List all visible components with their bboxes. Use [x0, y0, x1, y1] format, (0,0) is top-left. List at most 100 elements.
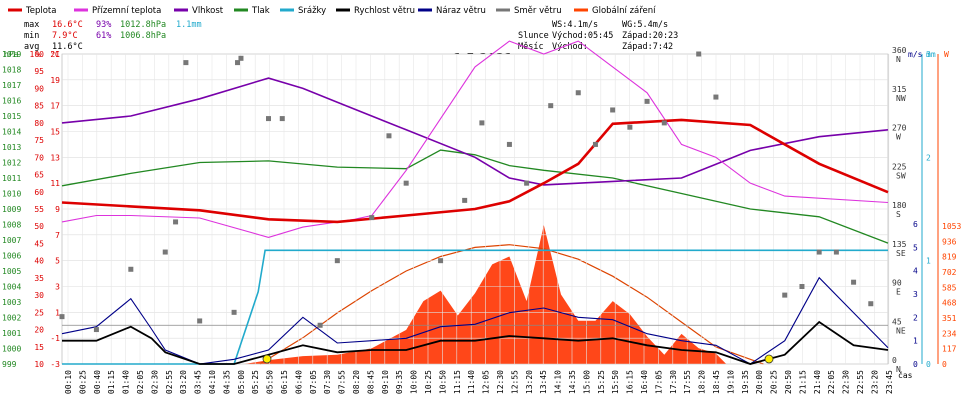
solar-clear-sky-line [259, 244, 764, 365]
x-tick-label: 12:55 [510, 370, 519, 394]
hpa-tick: 1013 [2, 143, 21, 152]
axes: 9991000100110021003100410051006100710081… [2, 46, 961, 374]
x-tick-label: 15:25 [597, 370, 606, 394]
hpa-tick: 1017 [2, 81, 21, 90]
wind-dir-point [173, 219, 179, 225]
wind-dir-point [93, 327, 99, 333]
x-tick-label: 11:40 [467, 370, 476, 394]
wind-dir-point [548, 103, 554, 109]
pct-unit: % [36, 50, 41, 59]
x-tick-label: 21:15 [798, 370, 807, 394]
legend-label-7: Směr větru [514, 6, 562, 16]
stats-min-temp: 7.9°C [52, 31, 78, 41]
w-tick: 351 [942, 314, 957, 323]
x-tick-label: 14:35 [568, 370, 577, 394]
x-tick-label: 05:50 [266, 370, 275, 394]
wind-dir-point [183, 60, 189, 66]
mm-tick: 2 [926, 153, 931, 162]
x-tick-label: 10:50 [438, 370, 447, 394]
wind-dir-point [369, 215, 375, 221]
mm-tick: 1 [926, 257, 931, 266]
series-lines [61, 40, 889, 365]
x-tick-label: 04:10 [208, 370, 217, 394]
x-tick-label: 17:30 [669, 370, 678, 394]
x-tick-labels: 00:10 00:25 00:40 01:15 01:40 02:05 02:30 02:55… [64, 370, 894, 394]
x-tick-label: 23:45 [885, 370, 894, 394]
x-tick-label: 20:50 [784, 370, 793, 394]
dir-tick-value: 180 [892, 201, 907, 210]
pct-tick: 25 [34, 308, 44, 317]
w-tick: 1053 [942, 222, 961, 231]
ms-tick: 2 [913, 313, 918, 322]
pct-tick: 65 [34, 171, 44, 180]
info-ws: WS:4.1m/s [552, 20, 598, 30]
x-tick-label: 01:15 [107, 370, 116, 394]
stats-avg-temp: 11.6°C [52, 42, 83, 52]
x-tick-label: 11:15 [453, 370, 462, 394]
sunrise-marker [262, 354, 272, 364]
hpa-tick: 1009 [2, 205, 21, 214]
info-moonset: Západ:7:42 [622, 42, 673, 52]
legend-label-3: Tlak [251, 6, 270, 16]
x-tick-label: 13:20 [525, 370, 534, 394]
x-tick-label: 14:10 [554, 370, 563, 394]
x-tick-label: 05:25 [251, 370, 260, 394]
pct-tick: 100 [30, 50, 45, 59]
x-tick-label: 07:55 [338, 370, 347, 394]
hpa-tick: 1010 [2, 190, 21, 199]
wind-dir-point [782, 292, 788, 298]
degc-tick: -3 [50, 360, 60, 369]
x-tick-label: 06:40 [294, 370, 303, 394]
x-tick-label: 17:05 [654, 370, 663, 394]
x-tick-label: 19:10 [726, 370, 735, 394]
solar-area [62, 225, 888, 364]
degc-unit: °C [50, 50, 60, 59]
hpa-unit: hPa [4, 50, 19, 59]
x-tick-label: 22:55 [856, 370, 865, 394]
dir-tick-value: 270 [892, 124, 907, 133]
x-tick-label: 05:00 [237, 370, 246, 394]
wind-dir-point [696, 51, 702, 57]
x-tick-label: 12:30 [496, 370, 505, 394]
hpa-tick: 1003 [2, 298, 21, 307]
stats-max-hum: 93% [96, 20, 111, 30]
degc-tick: 19 [50, 76, 60, 85]
degc-tick: 9 [55, 205, 60, 214]
pressure-line [61, 149, 889, 244]
degc-tick: 11 [50, 179, 60, 188]
wind-dir-point [386, 133, 392, 139]
wind-dir-point [59, 314, 65, 320]
legend: Teplota Přízemní teplota Vlhkost Tlak Srážky… [8, 6, 656, 16]
dir-tick-label: N [896, 55, 901, 64]
hpa-tick: 1004 [2, 283, 21, 292]
degc-tick: -1 [50, 334, 60, 343]
dir-tick-value: 315 [892, 85, 907, 94]
pct-tick: 15 [34, 343, 44, 352]
wind-dir-point [235, 60, 241, 66]
wind-dir-point [438, 258, 444, 264]
x-tick-label: 02:05 [136, 370, 145, 394]
x-tick-label: 06:15 [280, 370, 289, 394]
sunset-marker [764, 354, 774, 364]
hpa-tick: 1000 [2, 345, 21, 354]
legend-label-2: Vlhkost [192, 6, 224, 16]
x-tick-label: 22:05 [827, 370, 836, 394]
hpa-tick: 1014 [2, 128, 21, 137]
wind-dir-point [833, 249, 839, 255]
x-tick-label: 02:55 [165, 370, 174, 394]
wind-dir-point [279, 116, 285, 122]
stats-max-rain: 1.1mm [176, 20, 202, 30]
gridlines [62, 53, 890, 365]
wind-dir-point [231, 309, 237, 315]
info-moonrise: Východ: [552, 42, 588, 52]
wind-dir-point [403, 180, 409, 186]
hpa-tick: 1015 [2, 112, 21, 121]
hpa-tick: 999 [2, 360, 17, 369]
info-moon-label: Měsíc [518, 42, 544, 52]
x-tick-label: 18:45 [712, 370, 721, 394]
wind-dir-point [479, 120, 485, 126]
degc-tick: 21 [50, 50, 60, 59]
legend-label-6: Náraz větru [436, 6, 486, 16]
solar-series [62, 225, 888, 365]
